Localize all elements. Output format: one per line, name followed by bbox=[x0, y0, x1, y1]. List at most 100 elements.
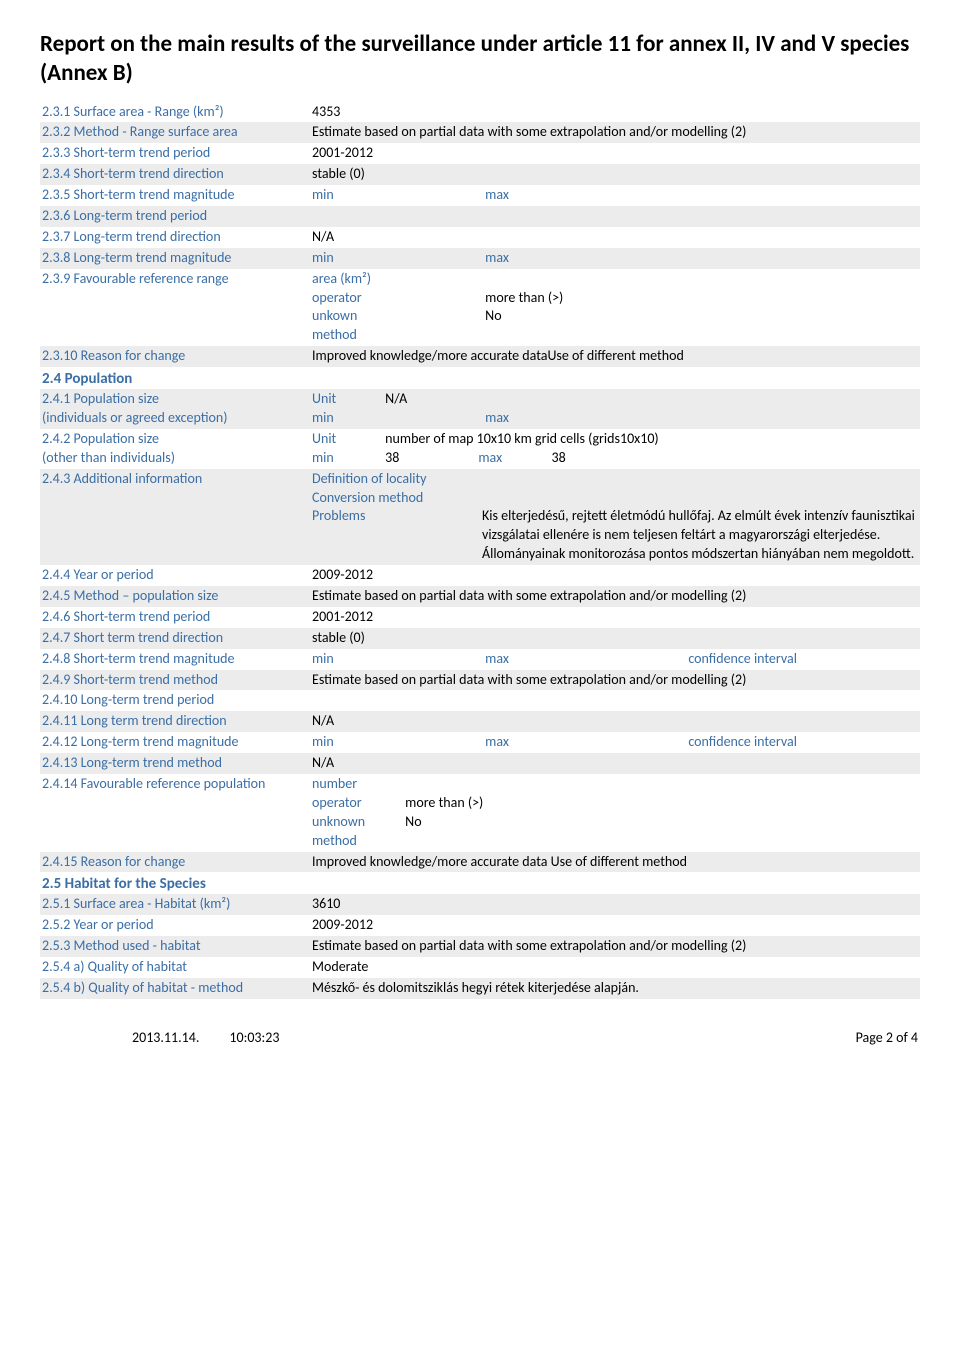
row-2-5-1: 2.5.1 Surface area - Habitat (km²) 3610 bbox=[40, 894, 920, 915]
unknown-value: No bbox=[405, 813, 421, 830]
value: Unit N/A min max bbox=[310, 389, 920, 429]
value: stable (0) bbox=[310, 628, 920, 649]
label: 2.5.2 Year or period bbox=[40, 915, 310, 936]
value: Unit number of map 10x10 km grid cells (… bbox=[310, 429, 920, 469]
max-key: max bbox=[485, 186, 517, 203]
definition-key: Definition of locality bbox=[312, 470, 918, 489]
section-2-4-population: 2.4 Population bbox=[40, 367, 920, 389]
label: 2.3.9 Favourable reference range bbox=[40, 269, 310, 290]
value: Mészkő- és dolomitsziklás hegyi rétek ki… bbox=[310, 978, 920, 999]
max-key: max bbox=[485, 249, 517, 266]
value: 3610 bbox=[310, 894, 920, 915]
label: 2.3.10 Reason for change bbox=[40, 346, 310, 367]
footer-date: 2013.11.14. bbox=[132, 1029, 199, 1046]
value: Moderate bbox=[310, 957, 920, 978]
unit-value: number of map 10x10 km grid cells (grids… bbox=[385, 430, 659, 447]
label: 2.4.7 Short term trend direction bbox=[40, 628, 310, 649]
operator-key: operator bbox=[312, 289, 482, 308]
label: 2.5.1 Surface area - Habitat (km²) bbox=[40, 894, 310, 915]
value: N/A bbox=[310, 711, 920, 732]
problems-value: Kis elterjedésű, rejtett életmódú hullőf… bbox=[482, 507, 918, 564]
value: 4353 bbox=[310, 102, 920, 123]
row-2-3-9: 2.3.9 Favourable reference range area (k… bbox=[40, 269, 920, 347]
value: Improved knowledge/more accurate dataUse… bbox=[310, 346, 920, 367]
unit-value: N/A bbox=[385, 390, 407, 407]
value bbox=[310, 690, 920, 692]
value: min max bbox=[310, 248, 920, 269]
value: 2001-2012 bbox=[310, 143, 920, 164]
value: 2009-2012 bbox=[310, 915, 920, 936]
label: 2.3.4 Short-term trend direction bbox=[40, 164, 310, 185]
row-2-3-7: 2.3.7 Long-term trend direction N/A bbox=[40, 227, 920, 248]
value: 2001-2012 bbox=[310, 607, 920, 628]
label: 2.4.2 Population size (other than indivi… bbox=[40, 429, 310, 469]
max-key: max bbox=[485, 733, 685, 752]
label: 2.4.1 Population size (individuals or ag… bbox=[40, 389, 310, 429]
page-footer: 2013.11.14. 10:03:23 Page 2 of 4 bbox=[40, 1029, 920, 1046]
value: Definition of locality Conversion method… bbox=[310, 469, 920, 565]
value bbox=[310, 206, 920, 208]
label: 2.3.2 Method - Range surface area bbox=[40, 122, 310, 143]
row-2-5-2: 2.5.2 Year or period 2009-2012 bbox=[40, 915, 920, 936]
label: 2.5.3 Method used - habitat bbox=[40, 936, 310, 957]
label: 2.3.7 Long-term trend direction bbox=[40, 227, 310, 248]
min-key: min bbox=[312, 733, 482, 752]
value: N/A bbox=[310, 227, 920, 248]
label: 2.3.5 Short-term trend magnitude bbox=[40, 185, 310, 206]
problems-key: Problems bbox=[312, 507, 482, 526]
min-key: min bbox=[312, 249, 482, 268]
label: 2.3.1 Surface area - Range (km²) bbox=[40, 102, 310, 123]
row-2-4-6: 2.4.6 Short-term trend period 2001-2012 bbox=[40, 607, 920, 628]
value: min max bbox=[310, 185, 920, 206]
label: 2.4.4 Year or period bbox=[40, 565, 310, 586]
value: Estimate based on partial data with some… bbox=[310, 122, 920, 143]
max-value: 38 bbox=[552, 449, 566, 466]
row-2-4-4: 2.4.4 Year or period 2009-2012 bbox=[40, 565, 920, 586]
unknown-value: No bbox=[485, 307, 501, 324]
min-key: min bbox=[312, 409, 482, 428]
unknown-key: unkown bbox=[312, 307, 482, 326]
number-key: number bbox=[312, 775, 365, 792]
value: N/A bbox=[310, 753, 920, 774]
unknown-key: unknown bbox=[312, 813, 402, 832]
area-key: area (km²) bbox=[312, 270, 379, 287]
label: 2.4.9 Short-term trend method bbox=[40, 670, 310, 691]
min-value: 38 bbox=[385, 449, 475, 468]
ci-key: confidence interval bbox=[688, 733, 805, 750]
row-2-4-14: 2.4.14 Favourable reference population n… bbox=[40, 774, 920, 852]
unit-key: Unit bbox=[312, 430, 382, 449]
max-key: max bbox=[485, 409, 517, 426]
row-2-3-1: 2.3.1 Surface area - Range (km²) 4353 bbox=[40, 102, 920, 123]
value: number operator more than (>) unknown No… bbox=[310, 774, 920, 852]
row-2-4-10: 2.4.10 Long-term trend period bbox=[40, 690, 920, 711]
label: 2.4.8 Short-term trend magnitude bbox=[40, 649, 310, 670]
value: Estimate based on partial data with some… bbox=[310, 936, 920, 957]
row-2-3-10: 2.3.10 Reason for change Improved knowle… bbox=[40, 346, 920, 367]
max-key: max bbox=[485, 650, 685, 669]
label: 2.4.3 Additional information bbox=[40, 469, 310, 490]
label: 2.5.4 a) Quality of habitat bbox=[40, 957, 310, 978]
row-2-3-5: 2.3.5 Short-term trend magnitude min max bbox=[40, 185, 920, 206]
ci-key: confidence interval bbox=[688, 650, 805, 667]
min-key: min bbox=[312, 650, 482, 669]
value: min max confidence interval bbox=[310, 732, 920, 753]
row-2-4-15: 2.4.15 Reason for change Improved knowle… bbox=[40, 852, 920, 873]
label-line2: (individuals or agreed exception) bbox=[42, 409, 228, 426]
value: stable (0) bbox=[310, 164, 920, 185]
label: 2.4.12 Long-term trend magnitude bbox=[40, 732, 310, 753]
row-2-4-3: 2.4.3 Additional information Definition … bbox=[40, 469, 920, 565]
row-2-4-7: 2.4.7 Short term trend direction stable … bbox=[40, 628, 920, 649]
label: 2.4.6 Short-term trend period bbox=[40, 607, 310, 628]
row-2-4-13: 2.4.13 Long-term trend method N/A bbox=[40, 753, 920, 774]
max-key: max bbox=[478, 449, 548, 468]
operator-value: more than (>) bbox=[405, 794, 483, 811]
label: 2.5.4 b) Quality of habitat - method bbox=[40, 978, 310, 999]
label: 2.3.8 Long-term trend magnitude bbox=[40, 248, 310, 269]
row-2-3-2: 2.3.2 Method - Range surface area Estima… bbox=[40, 122, 920, 143]
row-2-3-4: 2.3.4 Short-term trend direction stable … bbox=[40, 164, 920, 185]
value: Estimate based on partial data with some… bbox=[310, 670, 920, 691]
label: 2.4.10 Long-term trend period bbox=[40, 690, 310, 711]
value: area (km²) operator more than (>) unkown… bbox=[310, 269, 920, 347]
value: 2009-2012 bbox=[310, 565, 920, 586]
label: 2.3.6 Long-term trend period bbox=[40, 206, 310, 227]
